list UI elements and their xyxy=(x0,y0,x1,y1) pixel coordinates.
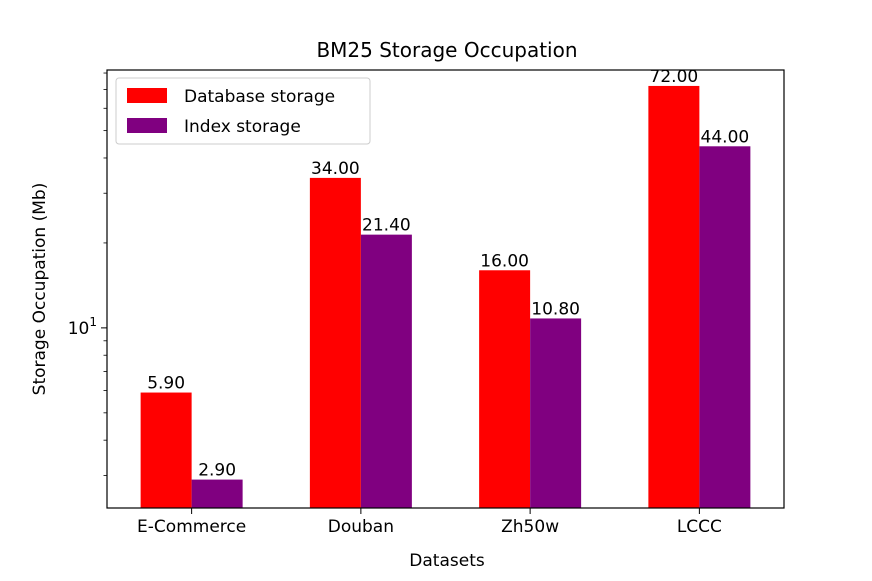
legend-swatch-index-storage xyxy=(127,118,167,133)
bar-label-database-storage-zh50w: 16.00 xyxy=(480,251,529,271)
bar-database-storage-e-commerce xyxy=(140,392,192,508)
legend-frame xyxy=(115,77,371,145)
bar-index-storage-lccc xyxy=(699,146,751,509)
plot-frame xyxy=(106,69,785,509)
legend-label-index-storage: Index storage xyxy=(184,117,301,137)
bar-index-storage-douban xyxy=(360,234,412,509)
x-axis-label: Datasets xyxy=(409,551,485,571)
bar-label-index-storage-douban: 21.40 xyxy=(362,216,411,236)
bar-database-storage-lccc xyxy=(648,85,700,508)
legend-label-database-storage: Database storage xyxy=(184,87,335,107)
x-tick-label-e-commerce: E-Commerce xyxy=(137,517,246,537)
bar-label-database-storage-e-commerce: 5.90 xyxy=(147,374,185,394)
bars-group xyxy=(140,85,751,509)
bar-label-database-storage-douban: 34.00 xyxy=(311,159,360,179)
x-tick-label-zh50w: Zh50w xyxy=(501,517,559,537)
bar-index-storage-e-commerce xyxy=(191,479,243,508)
legend-swatch-database-storage xyxy=(127,88,167,103)
y-tick-label-10: 101 xyxy=(68,315,97,339)
x-tick-label-lccc: LCCC xyxy=(677,517,722,537)
bar-label-index-storage-e-commerce: 2.90 xyxy=(198,461,236,481)
chart-title: BM25 Storage Occupation xyxy=(316,38,577,62)
y-ticks-group: 101 xyxy=(68,72,107,476)
bar-database-storage-zh50w xyxy=(479,270,531,508)
bar-label-index-storage-zh50w: 10.80 xyxy=(531,299,580,319)
bar-label-index-storage-lccc: 44.00 xyxy=(701,127,750,147)
legend: Database storage Index storage xyxy=(115,77,371,145)
bar-database-storage-douban xyxy=(309,177,361,508)
bar-index-storage-zh50w xyxy=(530,318,582,508)
bar-label-database-storage-lccc: 72.00 xyxy=(650,67,699,87)
x-tick-label-douban: Douban xyxy=(328,517,394,537)
x-ticks-group: E-Commerce Douban Zh50w LCCC xyxy=(137,508,722,537)
y-axis-label: Storage Occupation (Mb) xyxy=(30,183,50,396)
bar-labels-group: 5.90 2.90 34.00 21.40 16.00 10.80 72.00 44.00 xyxy=(147,67,749,481)
